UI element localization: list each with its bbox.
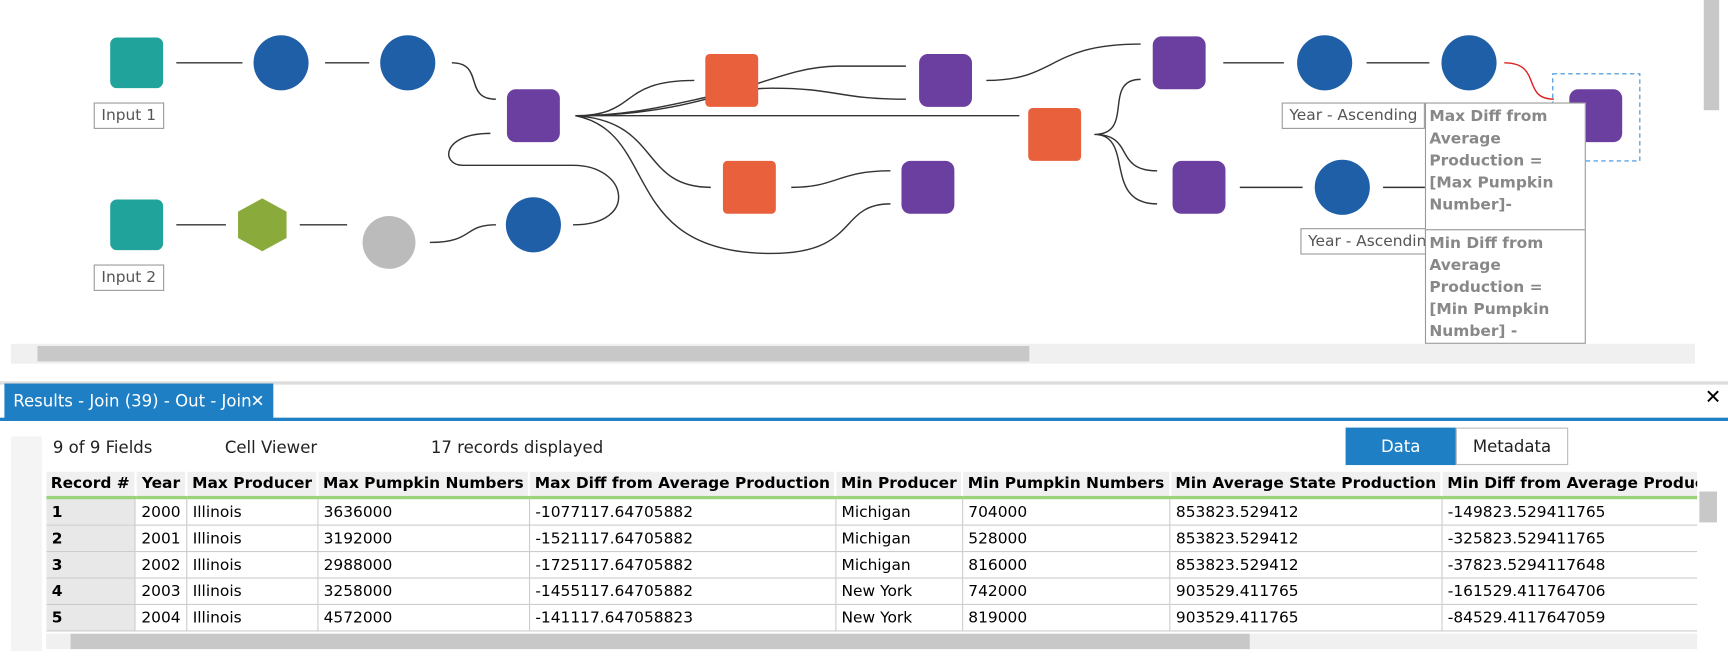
cell[interactable]: 2002 [135, 551, 188, 579]
cell[interactable]: 742000 [962, 578, 1171, 606]
column-header[interactable]: Min Diff from Average Production [1441, 471, 1698, 500]
results-tab[interactable]: Results - Join (39) - Out - Join ✕ [4, 383, 274, 419]
fields-dropdown[interactable]: 9 of 9 Fields [52, 437, 153, 458]
cell[interactable]: -1077117.64705882 [529, 497, 837, 526]
cell[interactable]: Michigan [835, 551, 963, 579]
cell[interactable]: -84529.4117647059 [1441, 604, 1698, 632]
record-number[interactable]: 1 [46, 497, 136, 526]
data-button[interactable]: Data [1345, 427, 1456, 466]
cell[interactable]: 853823.529412 [1169, 497, 1443, 526]
cell[interactable]: -161529.411764706 [1441, 578, 1698, 606]
record-number[interactable]: 5 [46, 604, 136, 632]
cell[interactable]: -1455117.64705882 [529, 578, 837, 606]
cell[interactable]: Illinois [186, 551, 319, 579]
cell[interactable]: 903529.411765 [1169, 578, 1443, 606]
cell[interactable]: 2988000 [317, 551, 530, 579]
column-header[interactable]: Max Producer [186, 471, 319, 500]
results-table: Record # Year Max Producer Max Pumpkin Numb… [46, 471, 1698, 632]
cell[interactable]: Michigan [835, 497, 963, 526]
tool-label: Input 1 [93, 102, 164, 129]
cell[interactable]: Illinois [186, 578, 319, 606]
cell[interactable]: 2000 [135, 497, 188, 526]
cell[interactable]: -149823.529411765 [1441, 497, 1698, 526]
viewer-dropdown[interactable]: Cell Viewer [224, 437, 318, 458]
results-title: Results - Join (39) - Out - Join [13, 391, 252, 412]
cell[interactable]: 2001 [135, 525, 188, 553]
cell[interactable]: 819000 [962, 604, 1171, 632]
record-number[interactable]: 2 [46, 525, 136, 553]
annotation: Min Diff from Average Production = [Min … [1424, 229, 1586, 344]
record-count: 17 records displayed [430, 437, 604, 458]
column-header[interactable]: Max Pumpkin Numbers [317, 471, 531, 500]
cell[interactable]: 816000 [962, 551, 1171, 579]
cell[interactable]: 3258000 [317, 578, 530, 606]
cell[interactable]: 4572000 [317, 604, 530, 632]
annotation: Max Diff from Average Production = [Max … [1424, 102, 1586, 231]
column-header[interactable]: Record # [46, 471, 137, 500]
column-header[interactable]: Min Average State Production [1169, 471, 1443, 500]
cell[interactable]: 853823.529412 [1169, 551, 1443, 579]
cell[interactable]: Illinois [186, 525, 319, 553]
tool-label: Year - Ascending [1281, 102, 1425, 129]
record-number[interactable]: 4 [46, 578, 136, 606]
tool-label: Year - Ascendin [1300, 228, 1427, 255]
column-header[interactable]: Min Producer [835, 471, 964, 500]
record-number[interactable]: 3 [46, 551, 136, 579]
cell[interactable]: 2003 [135, 578, 188, 606]
cell[interactable]: Michigan [835, 525, 963, 553]
cell[interactable]: 3192000 [317, 525, 530, 553]
results-panel: Results - Join (39) - Out - Join ✕ ✕ 9 of… [0, 381, 1728, 663]
cell[interactable]: -141117.647058823 [529, 604, 837, 632]
cell[interactable]: New York [835, 578, 963, 606]
cell[interactable]: Illinois [186, 604, 319, 632]
cell[interactable]: Illinois [186, 497, 319, 526]
cell[interactable]: 704000 [962, 497, 1171, 526]
column-header[interactable]: Max Diff from Average Production [529, 471, 837, 500]
cell[interactable]: 853823.529412 [1169, 525, 1443, 553]
cell[interactable]: 528000 [962, 525, 1171, 553]
cell[interactable]: -325823.529411765 [1441, 525, 1698, 553]
metadata-button[interactable]: Metadata [1455, 427, 1569, 466]
column-header[interactable]: Year [135, 471, 188, 500]
cell[interactable]: New York [835, 604, 963, 632]
cell[interactable]: -1521117.64705882 [529, 525, 837, 553]
cell[interactable]: 903529.411765 [1169, 604, 1443, 632]
tool-label: Input 2 [93, 264, 164, 291]
cell[interactable]: 3636000 [317, 497, 530, 526]
cell[interactable]: -37823.5294117648 [1441, 551, 1698, 579]
cell[interactable]: -1725117.64705882 [529, 551, 837, 579]
cell[interactable]: 2004 [135, 604, 188, 632]
column-header[interactable]: Min Pumpkin Numbers [962, 471, 1171, 500]
